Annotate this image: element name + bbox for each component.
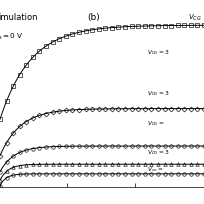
Text: (b): (b) (88, 13, 100, 22)
Text: $V_{CG}=3$: $V_{CG}=3$ (147, 48, 170, 57)
Text: $V_{co}=$: $V_{co}=$ (147, 165, 163, 174)
Text: $_{s}=0$ V: $_{s}=0$ V (0, 32, 24, 42)
Text: imulation: imulation (0, 13, 38, 22)
Text: $V_{CG}=3$: $V_{CG}=3$ (147, 89, 170, 98)
Text: $V_{CG}$: $V_{CG}$ (188, 13, 202, 23)
Text: $V_{CG}=3$: $V_{CG}=3$ (147, 148, 170, 157)
Text: $V_{CG}=$: $V_{CG}=$ (147, 120, 165, 129)
